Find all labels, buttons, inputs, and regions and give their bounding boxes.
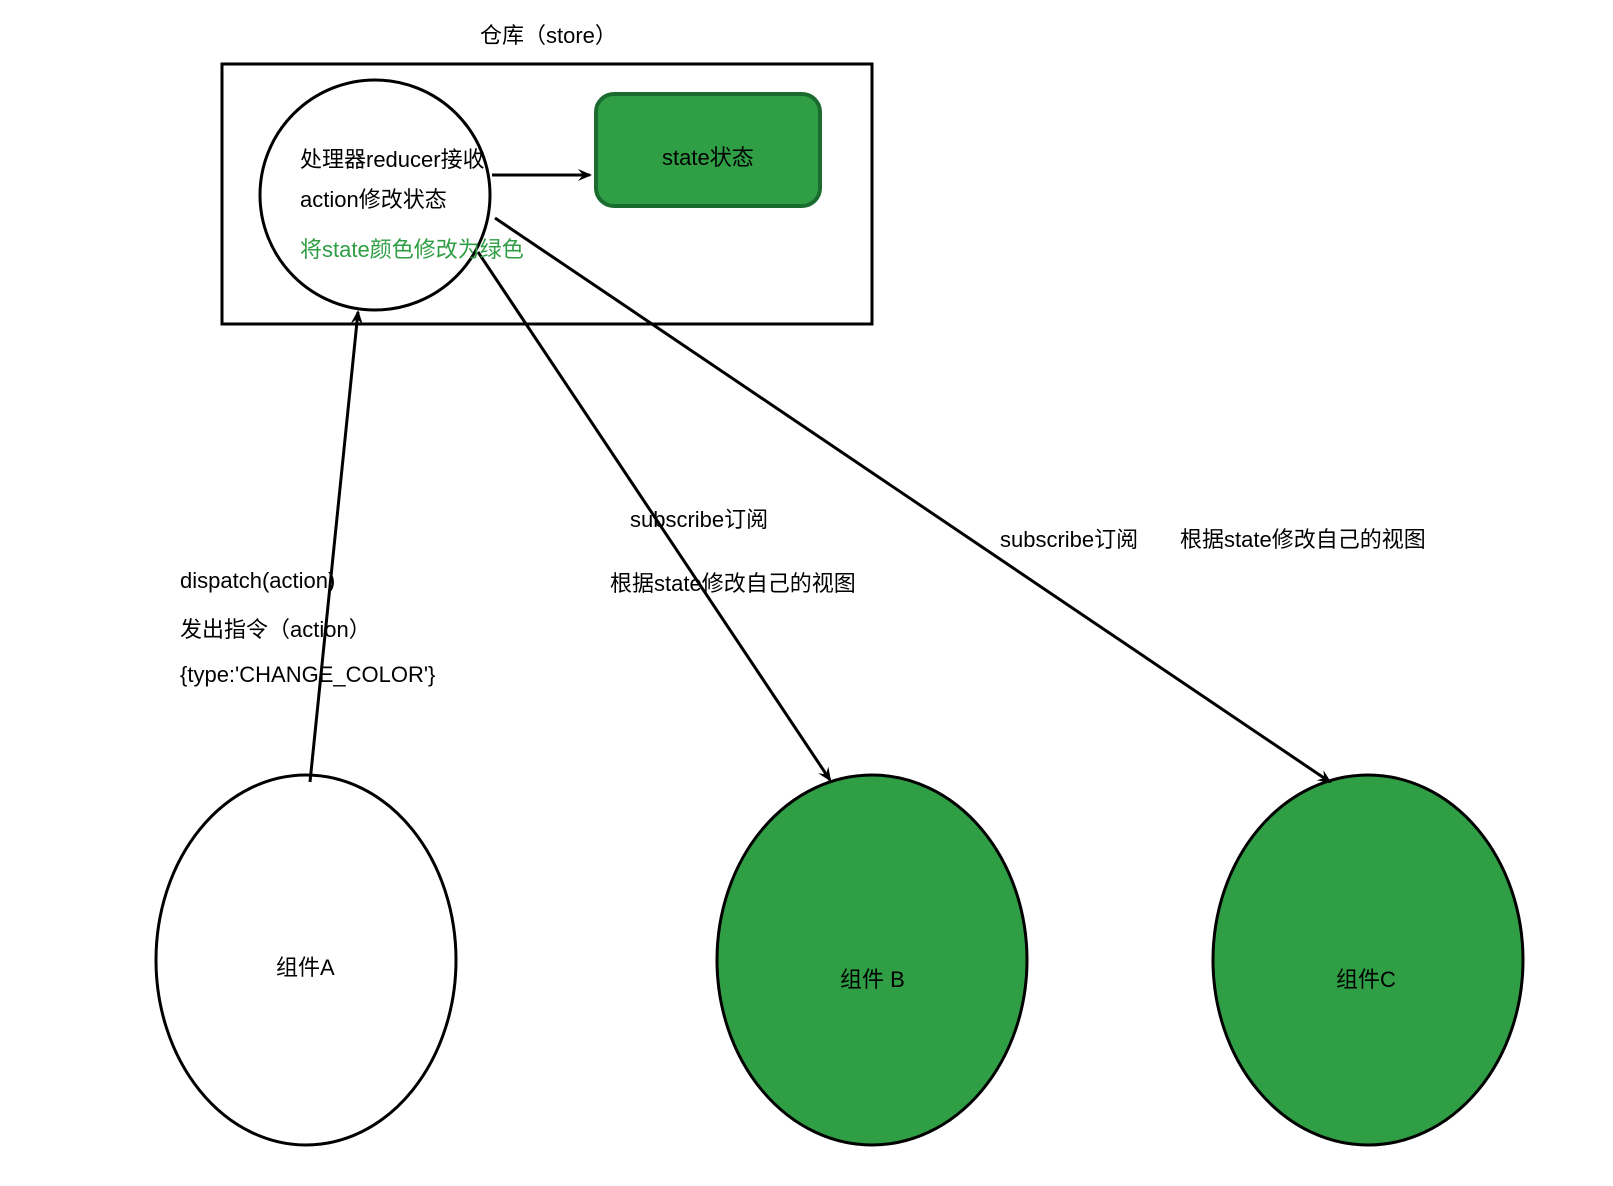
arrow-compa-to-reducer	[310, 312, 358, 782]
reducer-label-line2: action修改状态	[300, 182, 447, 214]
state-label: state状态	[662, 140, 754, 172]
dispatch-label-line2: 发出指令（action）	[180, 612, 371, 644]
component-a-label: 组件A	[276, 950, 335, 982]
store-title: 仓库（store）	[480, 18, 617, 50]
component-c-label: 组件C	[1336, 962, 1396, 994]
component-b-label: 组件 B	[840, 962, 905, 994]
reducer-note: 将state颜色修改为绿色	[300, 232, 524, 264]
arrow-reducer-to-compc	[495, 218, 1330, 782]
dispatch-label-line3: {type:'CHANGE_COLOR'}	[180, 662, 435, 688]
subscribe-c-line1: subscribe订阅	[1000, 522, 1138, 554]
subscribe-c-line2: 根据state修改自己的视图	[1180, 522, 1426, 554]
subscribe-b-line2: 根据state修改自己的视图	[610, 566, 856, 598]
reducer-label-line1: 处理器reducer接收	[300, 142, 485, 174]
dispatch-label-line1: dispatch(action)	[180, 568, 335, 594]
component-c	[1213, 775, 1523, 1145]
subscribe-b-line1: subscribe订阅	[630, 502, 768, 534]
component-b	[717, 775, 1027, 1145]
